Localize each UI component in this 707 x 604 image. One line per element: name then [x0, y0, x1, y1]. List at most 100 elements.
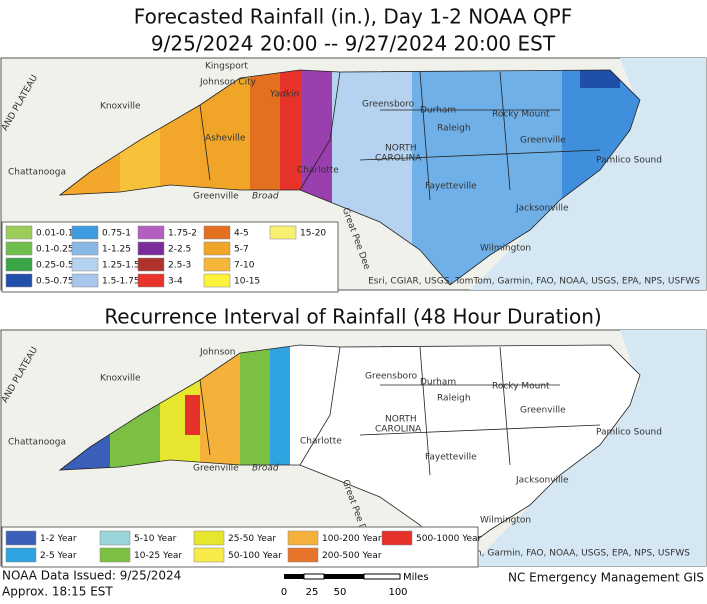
legend-label: 0.5-0.75	[36, 277, 74, 287]
legend-label: 0.01-0.1	[36, 229, 74, 239]
legend-label: 10-25 Year	[134, 551, 182, 561]
place-label: Durham	[420, 106, 456, 116]
place-label: Charlotte	[297, 166, 339, 176]
place-label: Rocky Mount	[492, 382, 550, 392]
place-label: Raleigh	[437, 124, 471, 134]
place-label: Fayetteville	[425, 182, 477, 192]
legend-swatch	[203, 273, 231, 288]
place-label: Yadkin	[270, 90, 300, 100]
legend-swatch	[287, 547, 319, 563]
scale-bar: Miles 0 25 50 100	[281, 572, 429, 598]
legend-swatch	[5, 225, 33, 240]
map-2: Johnson Knoxville Chattanooga Greenville…	[0, 329, 707, 568]
legend-label: 0.25-0.5	[36, 261, 74, 271]
place-label: Rocky Mount	[492, 110, 550, 120]
legend-swatch	[137, 225, 165, 240]
legend-swatch	[203, 257, 231, 272]
place-label: Asheville	[205, 134, 246, 144]
legend-swatch	[99, 530, 131, 546]
legend-swatch	[71, 257, 99, 272]
legend-swatch	[71, 273, 99, 288]
legend: 1-2 Year 2-5 Year 5-10 Year 10-25 Year 25-50…	[1, 526, 482, 568]
legend-label: 2-5 Year	[40, 551, 77, 561]
scale-tick: 0	[281, 587, 287, 598]
legend-label: 1.25-1.5	[102, 261, 140, 271]
legend-swatch	[5, 530, 37, 546]
legend-swatch	[99, 547, 131, 563]
place-label: Raleigh	[437, 394, 471, 404]
legend-swatch	[5, 547, 37, 563]
legend-swatch	[193, 530, 225, 546]
place-label: Wilmington	[480, 244, 531, 254]
legend-label: 2-2.5	[168, 245, 191, 255]
legend-label: 1-2 Year	[40, 534, 77, 544]
county-borders	[58, 344, 641, 561]
title-2: Recurrence Interval of Rainfall (48 Hour…	[104, 305, 601, 329]
place-label: NORTH	[385, 415, 417, 425]
place-label: Knoxville	[100, 374, 141, 384]
place-label: Durham	[420, 378, 456, 388]
legend-label: 3-4	[168, 277, 183, 287]
legend-swatch	[203, 225, 231, 240]
place-label: Broad	[252, 192, 279, 202]
legend-label: 5-7	[234, 245, 249, 255]
place-label: Chattanooga	[8, 168, 66, 178]
legend-swatch	[137, 241, 165, 256]
legend-label: 2.5-3	[168, 261, 191, 271]
credit: NC Emergency Management GIS	[508, 571, 704, 585]
place-label: Greensboro	[365, 372, 418, 382]
place-label: Kingsport	[205, 62, 248, 72]
place-label: Pamlico Sound	[596, 156, 662, 166]
attribution: TomTom, Garmin, FAO, NOAA, USGS, EPA, NP…	[444, 549, 690, 559]
scale-unit: Miles	[403, 572, 429, 583]
legend-label: 4-5	[234, 229, 249, 239]
place-label: Greenville	[193, 464, 239, 474]
place-label: Johnson City	[199, 78, 257, 88]
place-label: Greenville	[520, 406, 566, 416]
legend-label: 100-200 Year	[322, 534, 382, 544]
title: Forecasted Rainfall (in.), Day 1-2 NOAA …	[134, 5, 572, 29]
legend-swatch	[193, 547, 225, 563]
scale-tick: 25	[306, 587, 319, 598]
legend-swatch	[71, 225, 99, 240]
place-label: Chattanooga	[8, 438, 66, 448]
legend-swatch	[203, 241, 231, 256]
place-label: NORTH	[385, 144, 417, 154]
legend-label: 15-20	[300, 229, 326, 239]
legend-label: 1.5-1.75	[102, 277, 140, 287]
legend-label: 10-15	[234, 277, 260, 287]
place-label: CAROLINA	[375, 425, 422, 435]
legend-swatch	[137, 257, 165, 272]
issued: NOAA Data Issued: 9/25/2024	[2, 569, 181, 583]
issued-time: Approx. 18:15 EST	[2, 585, 113, 599]
place-label: Pamlico Sound	[596, 428, 662, 438]
legend-swatch	[71, 241, 99, 256]
place-label: Jacksonville	[515, 204, 569, 214]
legend-label: 1-1.25	[102, 245, 131, 255]
legend-label: 5-10 Year	[134, 534, 177, 544]
place-label: Greensboro	[362, 100, 415, 110]
legend-swatch	[137, 273, 165, 288]
place-label: Greenville	[520, 136, 566, 146]
legend-label: 500-1000 Year	[416, 534, 482, 544]
county-borders	[58, 69, 641, 286]
place-label: CAROLINA	[375, 154, 422, 164]
legend-label: 25-50 Year	[228, 534, 276, 544]
place-label: Knoxville	[100, 102, 141, 112]
place-label: Wilmington	[480, 516, 531, 526]
scale-tick: 50	[334, 587, 347, 598]
legend-swatch	[287, 530, 319, 546]
place-label: Fayetteville	[425, 453, 477, 463]
legend-swatch	[269, 225, 297, 240]
attribution: Esri, CGIAR, USGS, TomTom, Garmin, FAO, …	[368, 277, 700, 287]
legend-label: 0.75-1	[102, 229, 131, 239]
place-label: Jacksonville	[515, 476, 569, 486]
legend-swatch	[381, 530, 413, 546]
place-label: Johnson	[199, 348, 235, 358]
legend-label: 7-10	[234, 261, 255, 271]
subtitle: 9/25/2024 20:00 -- 9/27/2024 20:00 EST	[151, 32, 556, 56]
legend-label: 200-500 Year	[322, 551, 382, 561]
legend-swatch	[5, 241, 33, 256]
legend-label: 0.1-0.25	[36, 245, 74, 255]
map-1: Kingsport Johnson City Knoxville Ashevil…	[0, 57, 707, 293]
